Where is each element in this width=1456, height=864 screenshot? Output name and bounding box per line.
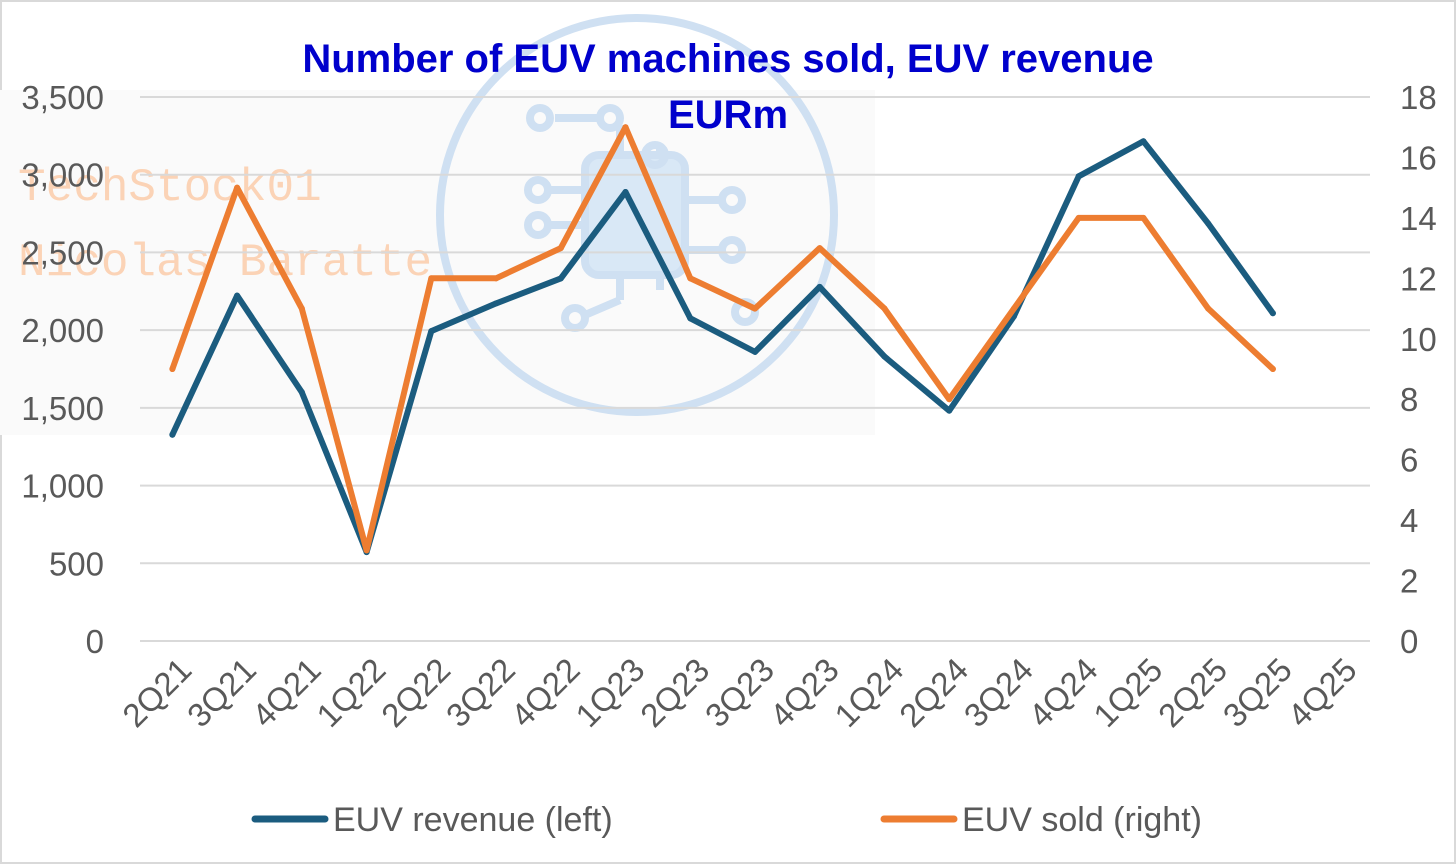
left-tick-label: 2,500 [21,234,104,271]
right-tick-label: 4 [1400,502,1418,539]
data-point-euv-sold [1205,305,1212,312]
data-point-euv-sold [687,275,694,282]
left-tick-label: 0 [86,623,104,660]
data-point-euv-revenue [752,348,758,355]
left-tick-label: 500 [49,545,104,582]
data-point-euv-sold [1010,305,1017,312]
data-point-euv-sold [946,396,953,403]
data-point-euv-sold [1075,214,1082,221]
data-point-euv-sold [881,305,888,312]
legend: EUV revenue (left) EUV sold (right) [251,801,1202,839]
data-point-euv-sold [816,245,823,252]
right-tick-label: 8 [1400,381,1418,418]
data-point-euv-sold [1269,366,1276,372]
series-line-euv-sold [169,124,1276,554]
data-point-euv-revenue [493,300,500,307]
data-point-euv-sold [752,305,758,312]
data-point-euv-sold [428,275,435,282]
chart-subtitle: EURm [668,93,788,137]
left-tick-label: 1,000 [21,468,104,505]
right-tick-label: 2 [1400,563,1418,600]
series-line-euv-revenue [169,138,1276,556]
gridlines [140,96,1370,642]
data-point-euv-revenue [687,315,694,322]
data-point-euv-revenue [169,431,176,438]
data-point-euv-revenue [428,328,435,335]
data-point-euv-sold [622,124,629,131]
data-point-euv-sold [363,547,370,554]
data-point-euv-sold [557,245,564,252]
right-tick-label: 14 [1400,200,1437,237]
series-layer [169,124,1276,556]
data-point-euv-sold [169,366,176,372]
left-tick-label: 2,000 [21,312,104,349]
right-tick-label: 10 [1400,321,1437,358]
left-tick-label: 3,500 [21,79,104,116]
data-point-euv-sold [1140,214,1147,221]
right-tick-label: 12 [1400,260,1437,297]
data-point-euv-revenue [1140,138,1147,145]
left-tick-label: 3,000 [21,157,104,194]
watermark-line2: Nicolas Baratte [18,237,432,289]
data-point-euv-revenue [1269,310,1276,317]
data-point-euv-revenue [881,353,888,360]
data-point-euv-revenue [946,407,953,414]
right-tick-label: 0 [1400,623,1418,660]
right-axis: 0 2 4 6 8 10 12 14 16 18 [1400,79,1437,660]
data-point-euv-sold [234,184,241,191]
legend-label-sold: EUV sold (right) [962,801,1202,839]
watermark: TechStock01 Nicolas Baratte [0,14,875,435]
left-tick-label: 1,500 [21,390,104,427]
right-tick-label: 16 [1400,139,1437,176]
right-tick-label: 6 [1400,442,1418,479]
legend-label-revenue: EUV revenue (left) [333,801,613,839]
data-point-euv-revenue [234,292,241,299]
data-point-euv-revenue [1075,173,1082,180]
right-tick-label: 18 [1400,79,1437,116]
data-point-euv-revenue [557,275,564,282]
data-point-euv-revenue [1205,220,1212,227]
data-point-euv-revenue [816,283,823,290]
data-point-euv-revenue [298,389,305,396]
data-point-euv-revenue [622,188,629,195]
left-axis: 0 500 1,000 1,500 2,000 2,500 3,000 3,500 [21,79,104,660]
chart-title: Number of EUV machines sold, EUV revenue [302,37,1153,81]
data-point-euv-sold [298,305,305,312]
data-point-euv-sold [493,275,500,282]
watermark-line1: TechStock01 [18,162,322,214]
